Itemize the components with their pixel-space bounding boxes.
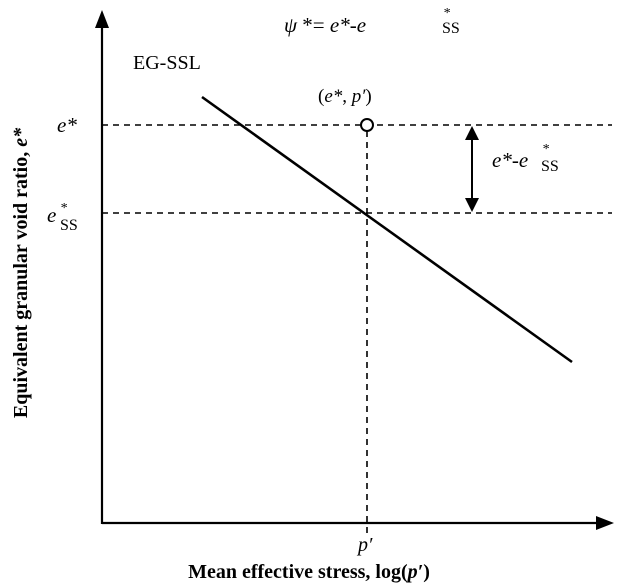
y-axis-arrowhead bbox=[95, 10, 109, 28]
state-point-label: (e*, p′) bbox=[318, 86, 372, 107]
y-tick-e-ss-sub: SS bbox=[60, 217, 78, 234]
eg-ssl-label: EG-SSL bbox=[133, 52, 201, 74]
difference-label-sup: * bbox=[542, 142, 549, 157]
state-parameter-equation-sup: * bbox=[443, 6, 450, 21]
difference-arrow-top-head bbox=[465, 126, 479, 140]
difference-label: e*-e bbox=[492, 148, 528, 172]
difference-label-sub: SS bbox=[541, 158, 559, 175]
x-tick-p-prime: p′ bbox=[356, 534, 373, 556]
y-axis-label: Equivalent granular void ratio, e* bbox=[10, 127, 32, 418]
x-axis-label: Mean effective stress, log(p′) bbox=[188, 561, 430, 583]
difference-arrow-bottom-head bbox=[465, 198, 479, 212]
state-point-marker bbox=[360, 118, 374, 132]
y-tick-e-ss-base: e bbox=[47, 203, 56, 227]
state-parameter-equation: ψ *= e*-e bbox=[284, 13, 366, 37]
eg-ssl-line bbox=[201, 95, 573, 364]
x-axis-arrowhead bbox=[596, 516, 614, 530]
state-parameter-equation-sub: SS bbox=[442, 20, 460, 37]
y-tick-e-ss-sup: * bbox=[60, 201, 67, 216]
y-tick-e-star: e* bbox=[57, 113, 77, 137]
